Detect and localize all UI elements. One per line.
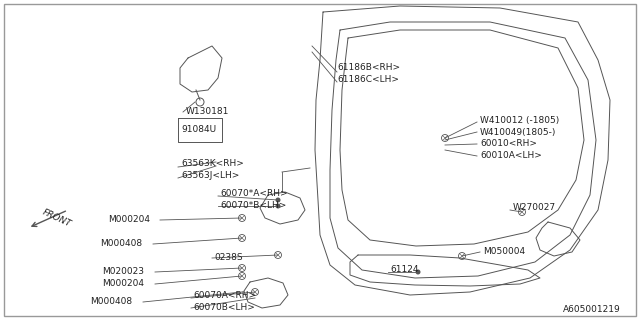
Text: W410049(1805-): W410049(1805-)	[480, 127, 556, 137]
Text: 60070*A<RH>: 60070*A<RH>	[220, 189, 287, 198]
Text: M050004: M050004	[483, 247, 525, 257]
Text: A605001219: A605001219	[563, 306, 621, 315]
Text: M000408: M000408	[100, 239, 142, 249]
Text: 91084U: 91084U	[181, 125, 216, 134]
Text: M000204: M000204	[108, 215, 150, 225]
Text: M000204: M000204	[102, 279, 144, 289]
Text: 61186B<RH>: 61186B<RH>	[337, 63, 400, 73]
Text: 60010<RH>: 60010<RH>	[480, 140, 537, 148]
Text: M020023: M020023	[102, 268, 144, 276]
Circle shape	[275, 204, 280, 209]
Text: W270027: W270027	[513, 204, 556, 212]
Text: 60070*B<LH>: 60070*B<LH>	[220, 202, 286, 211]
Text: 60010A<LH>: 60010A<LH>	[480, 151, 542, 161]
Circle shape	[275, 197, 280, 203]
Text: 61124: 61124	[390, 266, 419, 275]
Text: 60070B<LH>: 60070B<LH>	[193, 303, 255, 313]
Text: FRONT: FRONT	[41, 207, 73, 228]
Text: 63563K<RH>: 63563K<RH>	[181, 159, 244, 169]
Text: 63563J<LH>: 63563J<LH>	[181, 172, 239, 180]
Text: W130181: W130181	[186, 108, 229, 116]
Circle shape	[415, 269, 420, 275]
Text: 0238S: 0238S	[214, 253, 243, 262]
Text: 60070A<RH>: 60070A<RH>	[193, 292, 256, 300]
Text: M000408: M000408	[90, 298, 132, 307]
Text: 61186C<LH>: 61186C<LH>	[337, 76, 399, 84]
Text: W410012 (-1805): W410012 (-1805)	[480, 116, 559, 124]
